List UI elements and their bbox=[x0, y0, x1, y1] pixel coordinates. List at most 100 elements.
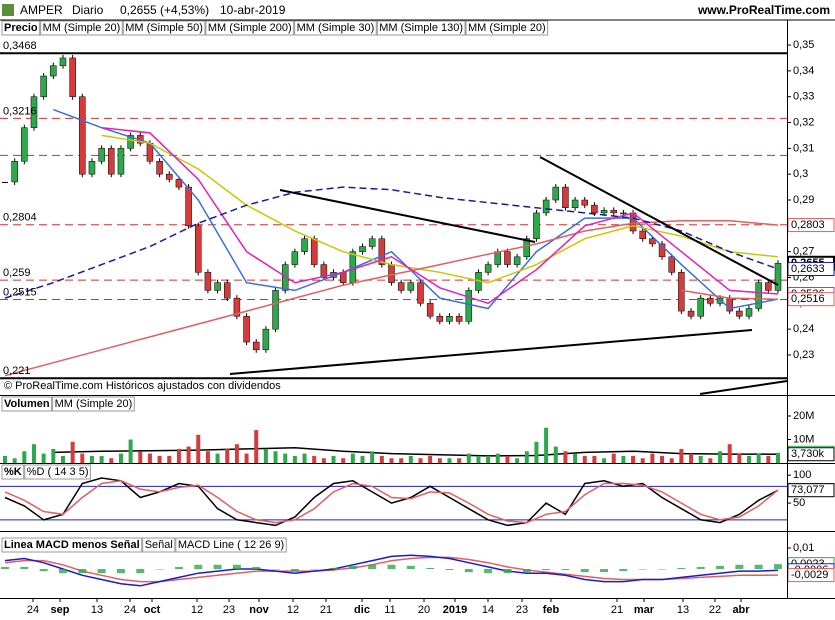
y-tick-label: 10M bbox=[793, 433, 814, 445]
histogram-bar bbox=[174, 566, 183, 569]
legend-box bbox=[175, 537, 287, 553]
line-series bbox=[53, 108, 779, 310]
y-tick-label: 0,29 bbox=[793, 194, 814, 206]
histogram-bar bbox=[600, 568, 609, 573]
histogram-bar bbox=[696, 566, 705, 569]
x-tick-label: 23 bbox=[223, 604, 235, 616]
candle bbox=[11, 161, 18, 183]
volume-bar bbox=[99, 455, 104, 463]
volume-bar bbox=[766, 455, 771, 463]
volume-bar bbox=[341, 458, 346, 463]
line-series bbox=[53, 446, 779, 457]
trend-line bbox=[229, 329, 753, 375]
histogram-bar bbox=[329, 567, 338, 569]
trend-line bbox=[539, 156, 779, 286]
legend-box bbox=[1, 20, 41, 36]
candle bbox=[552, 186, 560, 201]
candle bbox=[69, 57, 76, 97]
volume-bar bbox=[408, 455, 413, 463]
histogram-bar bbox=[561, 568, 570, 571]
candle bbox=[513, 256, 521, 265]
line-series bbox=[4, 554, 779, 587]
legend-box bbox=[1, 464, 25, 480]
x-tick-label: 14 bbox=[482, 604, 494, 616]
symbol: AMPER bbox=[20, 3, 63, 17]
histogram-bar bbox=[522, 568, 531, 573]
histogram-bar bbox=[754, 564, 763, 569]
x-tick-label: feb bbox=[543, 604, 560, 616]
legend-label: Volumen bbox=[4, 398, 50, 410]
volume-bar bbox=[428, 455, 433, 463]
candle bbox=[252, 341, 260, 351]
legend-label: MM (Simple 30) bbox=[297, 22, 375, 34]
x-tick-label: 11 bbox=[384, 604, 395, 616]
y-tick-label: 100 bbox=[793, 469, 811, 481]
legend-box bbox=[1, 537, 143, 553]
histogram-bar bbox=[580, 568, 589, 573]
x-tick-label: 13 bbox=[677, 604, 689, 616]
x-tick-label: oct bbox=[144, 604, 161, 616]
volume-bar bbox=[60, 455, 65, 463]
candle bbox=[407, 282, 415, 291]
volume-bar bbox=[321, 458, 326, 463]
legend-label: Linea MACD menos Señal bbox=[4, 539, 140, 551]
legend-label: MM (Simple 20) bbox=[468, 22, 546, 34]
legend-box bbox=[40, 20, 123, 36]
y-tick-label: 0,32 bbox=[793, 116, 814, 128]
volume-bar bbox=[128, 439, 133, 463]
y-tick-label: 0,23 bbox=[793, 349, 814, 361]
volume-bar bbox=[602, 458, 607, 463]
volume-bar bbox=[476, 455, 481, 463]
volume-bar bbox=[331, 455, 336, 463]
y-tick-label: 20M bbox=[793, 410, 814, 422]
candle bbox=[117, 148, 125, 175]
legend-box bbox=[142, 537, 176, 553]
volume-bar bbox=[205, 451, 210, 463]
candle bbox=[233, 297, 241, 317]
volume-bar bbox=[234, 444, 239, 463]
candle bbox=[716, 297, 724, 304]
value-label: 0,2516 bbox=[791, 293, 825, 305]
candle bbox=[79, 96, 86, 175]
x-tick-label: 21 bbox=[611, 604, 623, 616]
candle bbox=[542, 199, 550, 214]
candle bbox=[697, 297, 704, 317]
candle bbox=[88, 161, 96, 175]
histogram-bar bbox=[310, 568, 319, 570]
x-tick-label: 13 bbox=[91, 604, 103, 616]
histogram-bar bbox=[426, 567, 435, 569]
level-label: 0,259 bbox=[3, 267, 31, 279]
header-icon bbox=[2, 4, 14, 16]
volume-bar bbox=[302, 453, 307, 463]
candle bbox=[533, 212, 540, 239]
candle bbox=[494, 251, 502, 265]
candle bbox=[59, 57, 67, 66]
legend-label: MM (Simple 130) bbox=[379, 22, 463, 34]
legend-label: Precio bbox=[4, 22, 38, 34]
histogram-bar bbox=[484, 568, 493, 574]
histogram-bar bbox=[97, 568, 106, 574]
volume-bar bbox=[12, 458, 17, 463]
volume-bar bbox=[157, 455, 162, 463]
quote: 0,2655 (+4,53%) bbox=[120, 3, 209, 17]
volume-bar bbox=[447, 458, 452, 463]
volume-bar bbox=[273, 451, 278, 463]
candle bbox=[581, 199, 588, 206]
volume-bar bbox=[621, 455, 626, 463]
site: www.ProRealTime.com bbox=[697, 3, 830, 17]
histogram-bar bbox=[78, 568, 87, 574]
volume-bar bbox=[147, 453, 152, 463]
legend-label: MM (Simple 20) bbox=[55, 398, 133, 410]
candle bbox=[185, 186, 192, 227]
volume-bar bbox=[167, 455, 172, 463]
candle bbox=[378, 238, 386, 265]
volume-bar bbox=[41, 453, 46, 463]
date: 10-abr-2019 bbox=[220, 3, 286, 17]
volume-bar bbox=[698, 455, 703, 463]
volume-bar bbox=[650, 453, 655, 463]
volume-bar bbox=[360, 455, 365, 463]
volume-bar bbox=[225, 448, 230, 463]
legend-label: MACD Line ( 12 26 9) bbox=[178, 539, 284, 551]
histogram-bar bbox=[619, 568, 628, 572]
volume-bar bbox=[756, 453, 761, 463]
